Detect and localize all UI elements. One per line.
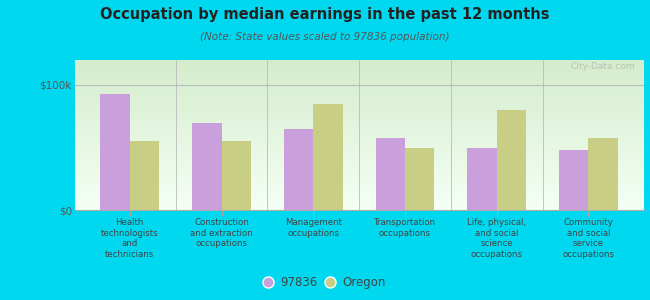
Legend: 97836, Oregon: 97836, Oregon xyxy=(261,272,389,292)
Bar xyxy=(101,94,130,210)
Bar xyxy=(130,141,159,210)
Bar xyxy=(376,137,405,210)
Bar xyxy=(405,148,434,210)
Text: City-Data.com: City-Data.com xyxy=(570,62,635,71)
Bar xyxy=(559,150,588,210)
Text: Occupation by median earnings in the past 12 months: Occupation by median earnings in the pas… xyxy=(100,8,550,22)
Text: (Note: State values scaled to 97836 population): (Note: State values scaled to 97836 popu… xyxy=(200,32,450,41)
Bar xyxy=(284,129,313,210)
Bar xyxy=(222,141,251,210)
Bar xyxy=(313,104,343,210)
Bar xyxy=(192,122,222,210)
Bar xyxy=(497,110,526,210)
Bar xyxy=(588,137,618,210)
Bar xyxy=(467,148,497,210)
